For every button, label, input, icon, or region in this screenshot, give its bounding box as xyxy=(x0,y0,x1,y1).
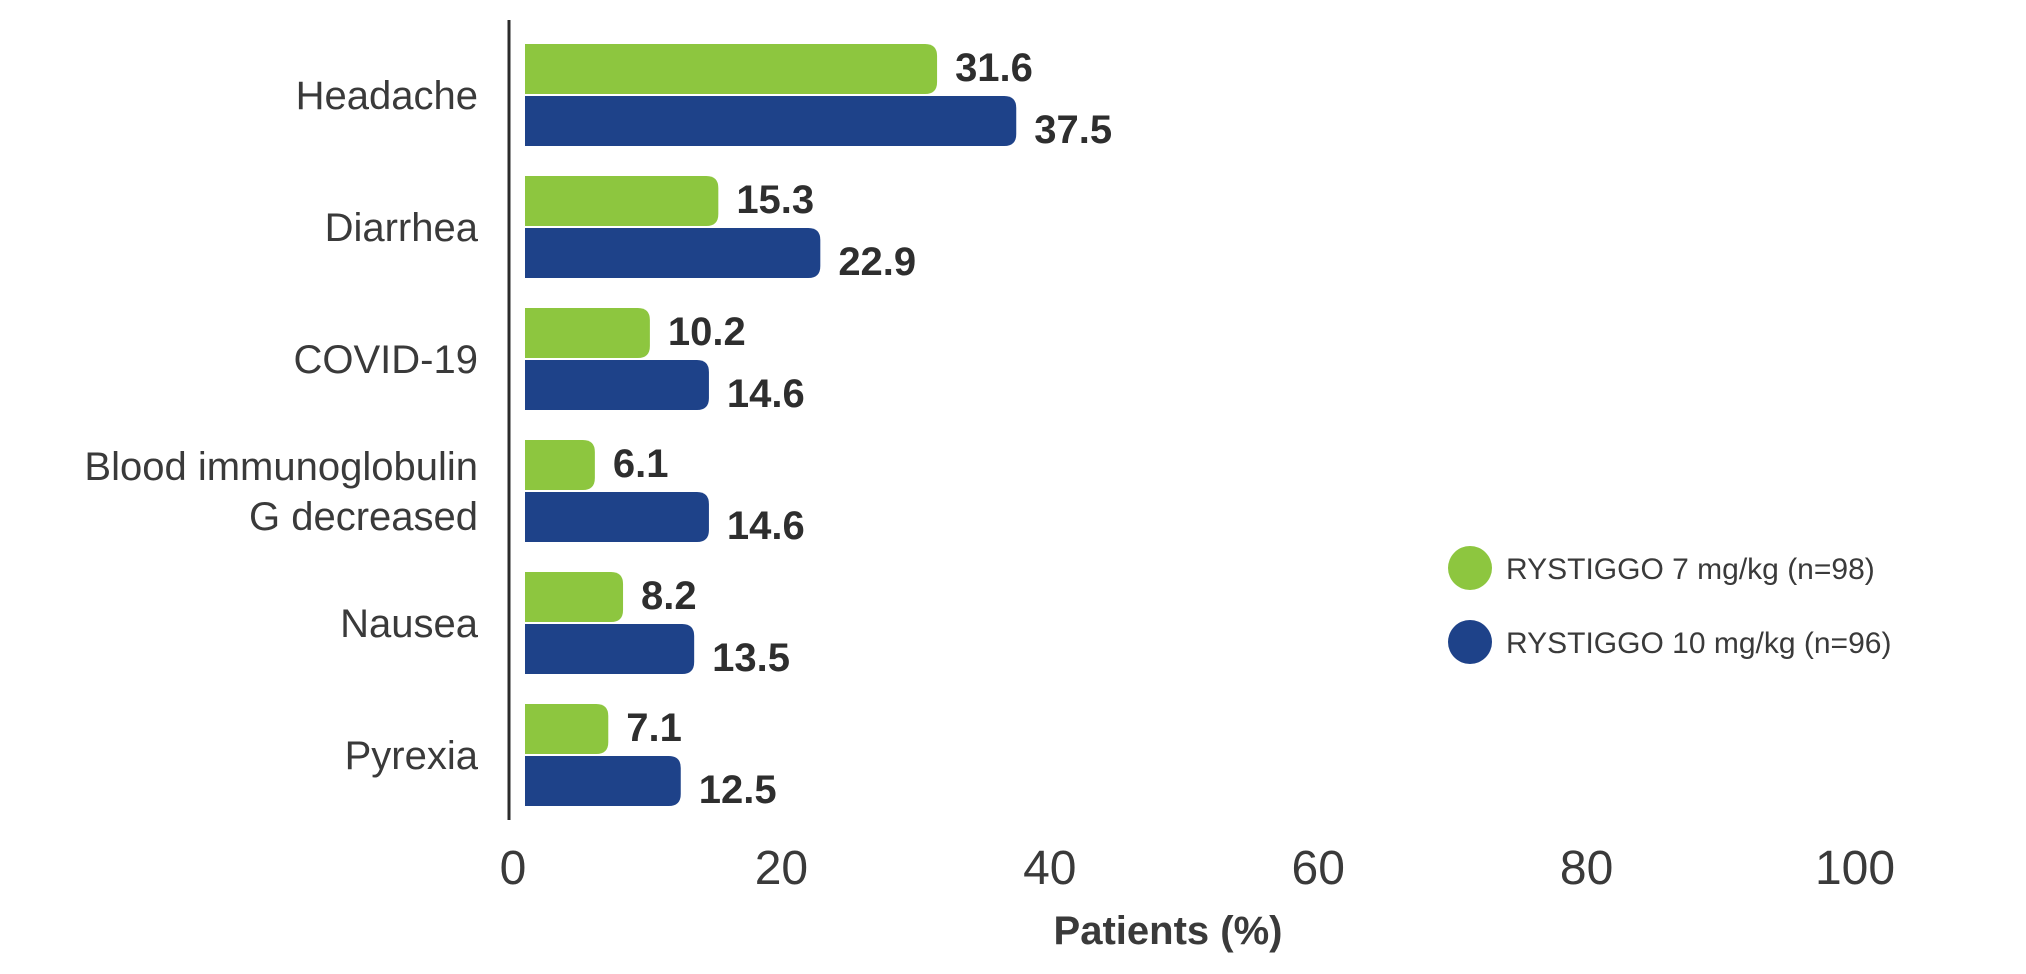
x-tick-label: 20 xyxy=(755,842,808,895)
data-label: 13.5 xyxy=(712,636,790,680)
bar-dose-7mg xyxy=(525,308,650,358)
category-label: Headache xyxy=(296,74,478,118)
bar-dose-10mg xyxy=(525,624,695,674)
data-label: 31.6 xyxy=(955,46,1033,90)
category-label: Blood immunoglobulin xyxy=(84,445,478,489)
legend: RYSTIGGO 7 mg/kg (n=98) RYSTIGGO 10 mg/kg… xyxy=(1448,546,1891,664)
bar-dose-10mg xyxy=(525,756,681,806)
bar-series xyxy=(525,44,1017,806)
legend-swatch-10mg xyxy=(1448,620,1492,664)
legend-swatch-7mg xyxy=(1448,546,1492,590)
legend-label: RYSTIGGO 7 mg/kg (n=98) xyxy=(1506,553,1875,586)
x-axis-title: Patients (%) xyxy=(1054,909,1283,953)
data-label: 6.1 xyxy=(613,442,669,486)
data-label: 14.6 xyxy=(727,372,805,416)
data-label: 10.2 xyxy=(668,310,746,354)
bar-dose-10mg xyxy=(525,228,821,278)
x-tick-label: 0 xyxy=(500,842,527,895)
bar-dose-10mg xyxy=(525,492,709,542)
category-label: Pyrexia xyxy=(345,734,479,778)
category-label: G decreased xyxy=(249,495,478,539)
x-tick-label: 60 xyxy=(1292,842,1345,895)
data-label: 7.1 xyxy=(626,706,682,750)
data-label: 15.3 xyxy=(736,178,814,222)
x-tick-label: 40 xyxy=(1023,842,1076,895)
data-labels: 31.637.5 15.3 22.9 10.2 14.6 6.1 14.6 8.2 13.5 7.… xyxy=(613,46,1112,812)
bar-dose-7mg xyxy=(525,176,719,226)
bar-dose-7mg xyxy=(525,704,609,754)
category-label: Nausea xyxy=(340,602,479,646)
x-axis-ticks: 0 20 40 60 80 100 xyxy=(500,842,1895,895)
x-tick-label: 100 xyxy=(1815,842,1895,895)
bar-dose-10mg xyxy=(525,96,1017,146)
data-label: 14.6 xyxy=(727,504,805,548)
data-label: 12.5 xyxy=(699,768,777,812)
bar-dose-7mg xyxy=(525,44,938,94)
category-labels: Headache Diarrhea COVID-19 Blood immunoglob… xyxy=(84,74,478,778)
data-label: 8.2 xyxy=(641,574,697,618)
bar-dose-7mg xyxy=(525,572,624,622)
category-label: COVID-19 xyxy=(294,338,479,382)
bar-dose-10mg xyxy=(525,360,709,410)
data-label: 22.9 xyxy=(838,240,916,284)
data-label: 37.5 xyxy=(1034,108,1112,152)
bar-dose-7mg xyxy=(525,440,595,490)
category-label: Diarrhea xyxy=(325,206,479,250)
legend-label: RYSTIGGO 10 mg/kg (n=96) xyxy=(1506,627,1891,660)
x-tick-label: 80 xyxy=(1560,842,1613,895)
